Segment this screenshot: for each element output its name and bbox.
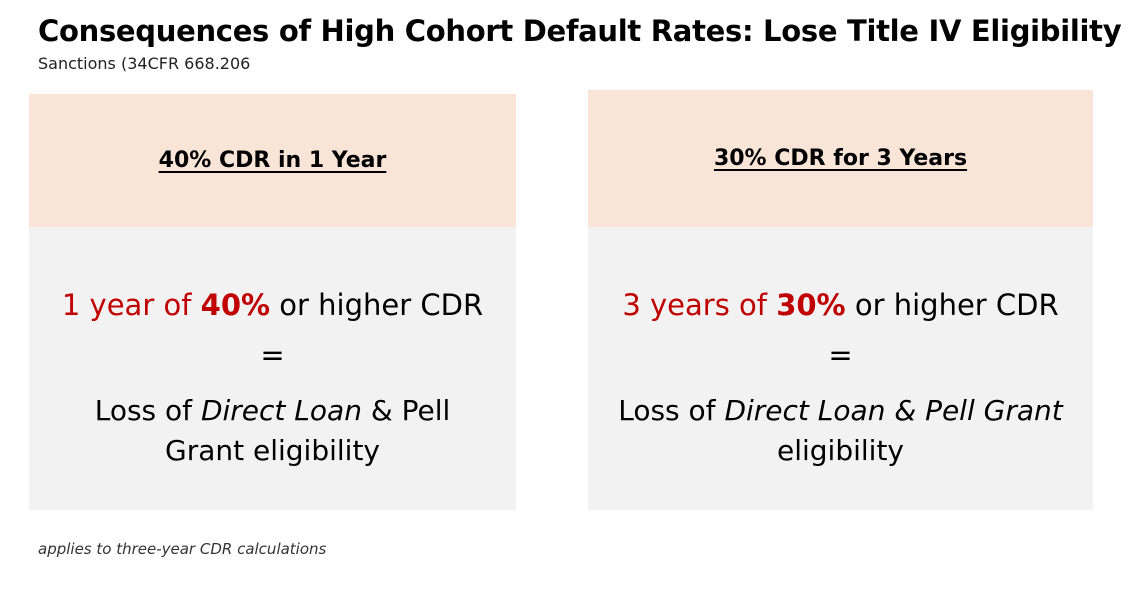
rule-percent: 40%: [200, 288, 271, 322]
card-body: 1 year of 40% or higher CDR = Loss of Di…: [29, 227, 516, 510]
loss-suffix: & Pell Grant eligibility: [165, 394, 451, 467]
loss-italic: Direct Loan: [200, 394, 362, 427]
card-body: 3 years of 30% or higher CDR = Loss of D…: [588, 227, 1093, 510]
equals-sign: =: [828, 338, 853, 372]
loss-prefix: Loss of: [618, 394, 716, 427]
loss-italic: Direct Loan & Pell Grant: [724, 394, 1063, 427]
card-header: 40% CDR in 1 Year: [29, 94, 516, 227]
slide-subtitle: Sanctions (34CFR 668.206: [38, 54, 251, 73]
rule-suffix: or higher CDR: [854, 288, 1059, 322]
loss-prefix: Loss of: [94, 394, 193, 427]
loss-suffix: eligibility: [777, 434, 904, 467]
footnote: applies to three-year CDR calculations: [38, 540, 327, 558]
card-three-years: 30% CDR for 3 Years 3 years of 30% or hi…: [588, 90, 1093, 510]
slide-title: Consequences of High Cohort Default Rate…: [38, 14, 1122, 48]
rule-line: 1 year of 40% or higher CDR: [29, 285, 516, 325]
rule-prefix: 1 year of: [61, 288, 192, 322]
card-one-year: 40% CDR in 1 Year 1 year of 40% or highe…: [29, 94, 516, 510]
rule-suffix: or higher CDR: [279, 288, 484, 322]
loss-text: Loss of Direct Loan & Pell Grant eligibi…: [588, 391, 1093, 471]
card-header-label: 40% CDR in 1 Year: [158, 148, 387, 173]
card-header: 30% CDR for 3 Years: [588, 90, 1093, 227]
rule-prefix: 3 years of: [622, 288, 767, 322]
loss-text: Loss of Direct Loan & Pell Grant eligibi…: [29, 391, 516, 471]
equals-sign: =: [260, 338, 285, 372]
rule-line: 3 years of 30% or higher CDR: [588, 285, 1093, 325]
rule-percent: 30%: [776, 288, 846, 322]
card-header-label: 30% CDR for 3 Years: [713, 146, 968, 171]
